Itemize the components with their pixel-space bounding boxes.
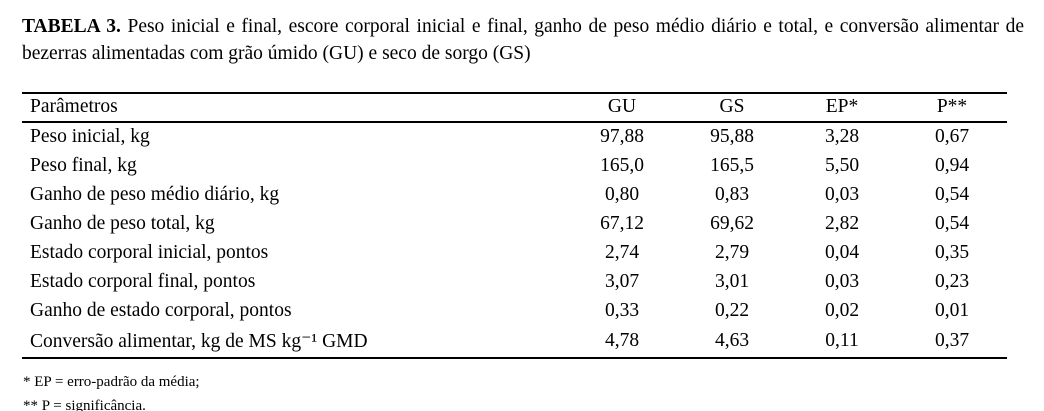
param-label: Peso inicial, kg xyxy=(30,126,150,147)
p-value: 0,35 xyxy=(934,242,970,263)
p-value: 0,23 xyxy=(934,271,970,292)
table-row: Peso inicial, kg 97,88 95,88 3,28 0,67 xyxy=(22,122,1007,152)
param-label: Estado corporal inicial, pontos xyxy=(30,242,269,263)
gu-value: 67,12 xyxy=(600,213,644,234)
param-label: Conversão alimentar, kg de MS kg⁻¹ GMD xyxy=(30,331,368,352)
ep-value: 0,02 xyxy=(824,300,860,321)
table-row: Ganho de peso médio diário, kg 0,80 0,83… xyxy=(22,181,1007,210)
p-value: 0,54 xyxy=(934,184,970,205)
footnote-ep: * EP = erro-padrão da média; xyxy=(23,374,200,390)
column-header-gs: GS xyxy=(677,93,787,123)
gs-value: 4,63 xyxy=(714,330,750,351)
gu-value: 2,74 xyxy=(604,242,640,263)
column-header-gu: GU xyxy=(567,93,677,123)
param-label: Ganho de peso total, kg xyxy=(30,213,215,234)
gs-value: 0,83 xyxy=(714,184,750,205)
param-label: Ganho de peso médio diário, kg xyxy=(30,184,280,205)
param-label: Ganho de estado corporal, pontos xyxy=(30,300,292,321)
gs-value: 2,79 xyxy=(714,242,750,263)
column-header-ep: EP* xyxy=(787,93,897,123)
param-label: Estado corporal final, pontos xyxy=(30,271,256,292)
p-value: 0,67 xyxy=(934,126,970,147)
gu-value: 165,0 xyxy=(600,155,644,176)
results-table: Parâmetros GU GS EP* P** Peso inicial, k… xyxy=(22,92,1007,359)
table-caption: TABELA 3. Peso inicial e final, escore c… xyxy=(22,13,1024,67)
gu-value: 3,07 xyxy=(604,271,640,292)
table-row: Peso final, kg 165,0 165,5 5,50 0,94 xyxy=(22,152,1007,181)
table-row: Conversão alimentar, kg de MS kg⁻¹ GMD 4… xyxy=(22,326,1007,358)
p-value: 0,94 xyxy=(934,155,970,176)
gu-value: 0,80 xyxy=(604,184,640,205)
p-value: 0,01 xyxy=(934,300,970,321)
footnote-p: ** P = significância. xyxy=(23,398,146,411)
gs-value: 95,88 xyxy=(710,126,754,147)
gu-value: 0,33 xyxy=(604,300,640,321)
table-row: Estado corporal inicial, pontos 2,74 2,7… xyxy=(22,239,1007,268)
table-row: Ganho de peso total, kg 67,12 69,62 2,82… xyxy=(22,210,1007,239)
table-header-row: Parâmetros GU GS EP* P** xyxy=(22,93,1007,123)
ep-value: 0,03 xyxy=(824,271,860,292)
table-caption-text: Peso inicial e final, escore corporal in… xyxy=(22,16,1025,64)
ep-value: 5,50 xyxy=(824,155,860,176)
column-header-p: P** xyxy=(897,93,1007,123)
table-caption-label: TABELA 3. xyxy=(22,16,121,37)
gu-value: 4,78 xyxy=(604,330,640,351)
gu-value: 97,88 xyxy=(600,126,644,147)
ep-value: 0,11 xyxy=(825,330,859,351)
param-label: Peso final, kg xyxy=(30,155,137,176)
table-footnotes: * EP = erro-padrão da média; ** P = sign… xyxy=(22,370,1024,411)
gs-value: 3,01 xyxy=(714,271,750,292)
p-value: 0,37 xyxy=(934,330,970,351)
gs-value: 0,22 xyxy=(714,300,750,321)
ep-value: 0,04 xyxy=(824,242,860,263)
column-header-parametros: Parâmetros xyxy=(22,93,567,123)
ep-value: 3,28 xyxy=(824,126,860,147)
ep-value: 2,82 xyxy=(824,213,860,234)
ep-value: 0,03 xyxy=(824,184,860,205)
gs-value: 165,5 xyxy=(710,155,754,176)
gs-value: 69,62 xyxy=(710,213,754,234)
p-value: 0,54 xyxy=(934,213,970,234)
table-row: Ganho de estado corporal, pontos 0,33 0,… xyxy=(22,297,1007,326)
table-row: Estado corporal final, pontos 3,07 3,01 … xyxy=(22,268,1007,297)
